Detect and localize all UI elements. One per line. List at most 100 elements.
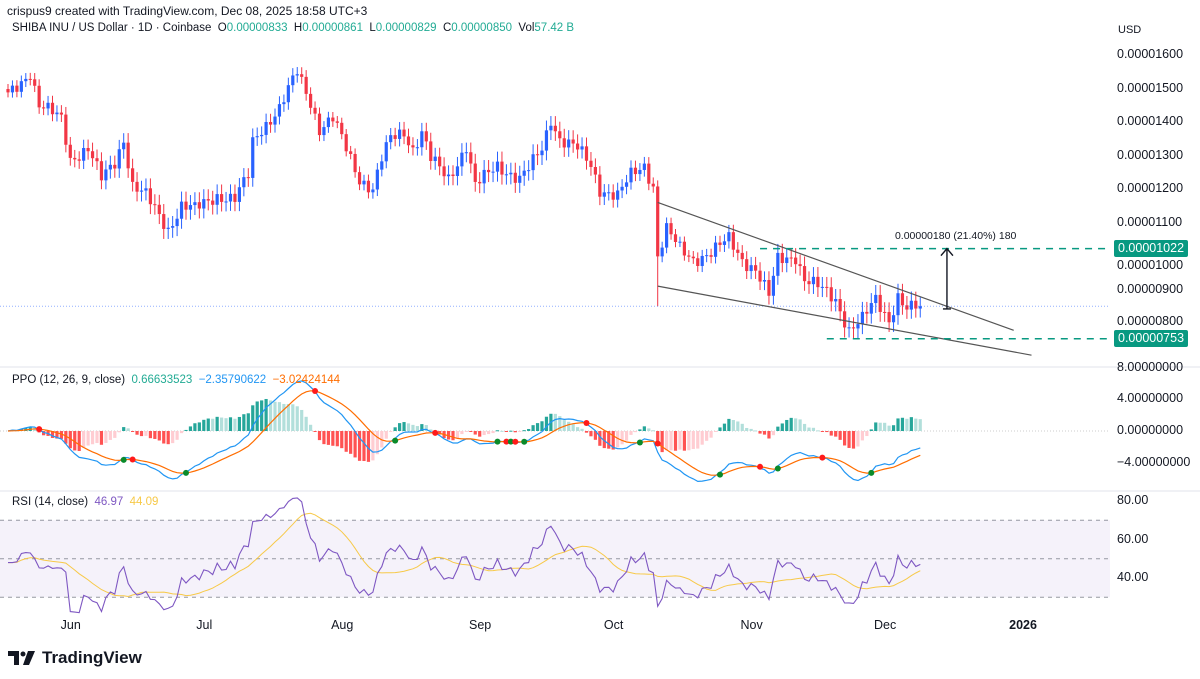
rsi-ma-line	[8, 512, 921, 598]
ppo-histogram-bar	[562, 420, 566, 431]
ppo-histogram-bar	[802, 423, 807, 431]
ppo-bearish-cross	[36, 426, 43, 433]
ppo-histogram-bar	[68, 431, 72, 449]
candle-body	[264, 121, 268, 135]
price-axis-label: 0.00001000	[1117, 257, 1184, 272]
candle-body	[696, 258, 700, 267]
candle-body	[184, 201, 188, 210]
rsi-title[interactable]: RSI (14, close)	[12, 496, 89, 508]
ppo-histogram-bar	[522, 430, 526, 432]
candle-body	[455, 166, 460, 177]
candle-body	[353, 153, 357, 173]
candle-body	[571, 139, 575, 144]
ppo-histogram-bar	[540, 421, 544, 431]
ppo-value: −2.35790622	[198, 374, 267, 386]
ppo-histogram-bar	[665, 431, 669, 451]
ppo-histogram-bar	[762, 431, 767, 435]
candle-body	[678, 241, 682, 243]
symbol-name[interactable]: SHIBA INU / US Dollar · 1D · Coinbase	[12, 22, 212, 34]
price-axis-label: 0.00000800	[1117, 313, 1184, 328]
ppo-histogram-bar	[237, 416, 241, 431]
ppo-histogram-bar	[518, 431, 522, 432]
ppo-histogram-bar	[113, 431, 117, 438]
ppo-histogram-bar	[887, 425, 891, 431]
candle-body	[411, 145, 415, 148]
candle-body	[687, 255, 691, 257]
candle-body	[148, 188, 152, 205]
candle-body	[237, 187, 241, 202]
ppo-bearish-cross	[819, 454, 826, 461]
candle-body	[393, 135, 397, 139]
ppo-histogram-bar	[883, 422, 887, 431]
time-axis-label: 2026	[1009, 618, 1037, 632]
price-axis-label: 0.00001600	[1117, 47, 1184, 61]
candle-body	[891, 315, 896, 323]
candle-body	[99, 161, 104, 181]
ppo-histogram-bar	[144, 431, 148, 436]
ppo-histogram-bar	[629, 431, 633, 435]
ppo-histogram-bar	[148, 431, 152, 439]
ppo-histogram-bar	[188, 426, 193, 431]
ppo-histogram-bar	[273, 401, 277, 431]
candle-body	[540, 150, 544, 156]
candle-body	[789, 257, 793, 259]
ppo-histogram-bar	[745, 427, 749, 431]
candle-body	[300, 74, 304, 77]
candle-body	[860, 311, 864, 325]
candle-body	[754, 265, 758, 271]
candle-body	[527, 170, 531, 172]
ppo-histogram-bar	[736, 421, 740, 431]
ppo-histogram-bar	[713, 431, 718, 432]
ppo-histogram-bar	[696, 431, 700, 449]
ppo-bullish-cross	[868, 469, 875, 476]
candle-body	[188, 205, 193, 210]
candle-body	[59, 112, 63, 115]
candle-body	[820, 286, 824, 288]
ppo-histogram-bar	[82, 431, 86, 448]
ppo-histogram-bar	[535, 423, 540, 431]
candle-body	[211, 200, 215, 205]
candle-body	[55, 112, 59, 115]
candle-body	[90, 151, 95, 159]
ppo-histogram-bar	[255, 401, 259, 431]
ppo-histogram-bar	[705, 431, 709, 441]
candle-body	[731, 232, 735, 250]
candle-body	[522, 170, 526, 176]
candle-body	[206, 199, 210, 201]
candle-body	[233, 193, 237, 202]
candle-body	[282, 102, 286, 105]
candle-body	[633, 167, 638, 175]
candle-body	[291, 75, 295, 86]
candle-body	[380, 161, 384, 170]
tradingview-logo[interactable]: TradingView	[8, 648, 142, 668]
ppo-histogram-bar	[576, 427, 580, 431]
ppo-histogram-bar	[678, 431, 682, 450]
ppo-histogram-bar	[55, 431, 59, 439]
ppo-histogram-bar	[718, 427, 722, 431]
ppo-histogram-bar	[464, 431, 468, 432]
ppo-histogram-bar	[647, 428, 651, 431]
ppo-histogram-bar	[206, 418, 210, 431]
ppo-histogram-bar	[589, 431, 593, 437]
candle-body	[171, 226, 175, 228]
candle-body	[389, 135, 393, 143]
measure-label: 0.00000180 (21.40%) 180	[894, 229, 1017, 242]
ppo-bullish-cross	[717, 471, 723, 478]
ppo-histogram-bar	[268, 400, 273, 431]
ppo-histogram-bar	[389, 431, 393, 432]
candle-body	[335, 121, 339, 123]
candle-body	[851, 327, 856, 329]
ppo-title[interactable]: PPO (12, 26, 9, close)	[12, 374, 126, 386]
ppo-histogram-bar	[754, 430, 758, 432]
candle-body	[691, 256, 695, 259]
ppo-axis-label: 4.00000000	[1117, 391, 1184, 406]
ppo-histogram-bar	[455, 431, 460, 439]
high-label: H	[293, 22, 303, 34]
rsi-line	[8, 497, 921, 614]
ppo-histogram-bar	[531, 425, 535, 431]
ppo-histogram-bar	[651, 430, 655, 432]
candle-body	[104, 169, 108, 181]
time-axis-label: Sep	[469, 618, 492, 632]
rsi-axis-label: 80.00	[1117, 493, 1149, 507]
